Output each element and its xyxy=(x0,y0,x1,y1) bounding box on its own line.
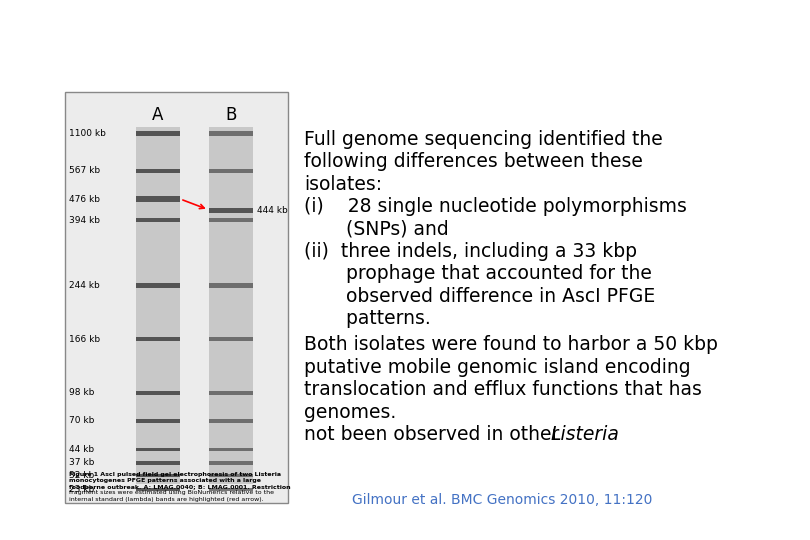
Text: fragment sizes were estimated using BioNumerics relative to the: fragment sizes were estimated using BioN… xyxy=(69,490,274,496)
Text: putative mobile genomic island encoding: putative mobile genomic island encoding xyxy=(304,357,690,377)
FancyBboxPatch shape xyxy=(136,474,180,477)
Text: 394 kb: 394 kb xyxy=(69,215,100,225)
FancyBboxPatch shape xyxy=(208,419,253,423)
Text: 23 kb: 23 kb xyxy=(69,485,94,494)
FancyBboxPatch shape xyxy=(136,196,180,202)
FancyBboxPatch shape xyxy=(65,92,288,503)
FancyBboxPatch shape xyxy=(136,461,180,464)
FancyBboxPatch shape xyxy=(136,419,180,423)
Text: (SNPs) and: (SNPs) and xyxy=(304,219,449,239)
Text: Cornell University: Cornell University xyxy=(126,17,286,35)
FancyBboxPatch shape xyxy=(136,337,180,341)
Text: observed difference in AscI PFGE: observed difference in AscI PFGE xyxy=(304,287,655,306)
Text: College of Agriculture and Life Sciences: College of Agriculture and Life Sciences xyxy=(126,44,430,58)
FancyBboxPatch shape xyxy=(208,337,253,341)
Text: 567 kb: 567 kb xyxy=(69,166,100,176)
Text: not been observed in other: not been observed in other xyxy=(304,425,565,444)
FancyBboxPatch shape xyxy=(136,448,180,451)
FancyBboxPatch shape xyxy=(208,126,253,484)
FancyBboxPatch shape xyxy=(208,474,253,477)
Text: 1100 kb: 1100 kb xyxy=(69,129,106,138)
FancyBboxPatch shape xyxy=(136,168,180,173)
Text: 98 kb: 98 kb xyxy=(69,388,94,397)
Text: isolates:: isolates: xyxy=(304,174,382,193)
FancyBboxPatch shape xyxy=(208,461,253,464)
FancyBboxPatch shape xyxy=(136,488,180,491)
Text: 70 kb: 70 kb xyxy=(69,416,94,426)
Text: 44 kb: 44 kb xyxy=(69,446,94,454)
Text: translocation and efflux functions that has: translocation and efflux functions that … xyxy=(304,380,701,399)
FancyBboxPatch shape xyxy=(136,131,180,137)
Text: 244 kb: 244 kb xyxy=(69,281,100,290)
Text: 166 kb: 166 kb xyxy=(69,335,100,343)
Text: following differences between these: following differences between these xyxy=(304,152,642,171)
FancyBboxPatch shape xyxy=(208,283,253,288)
FancyBboxPatch shape xyxy=(136,126,180,484)
Text: Listeria: Listeria xyxy=(551,425,620,444)
FancyBboxPatch shape xyxy=(136,283,180,288)
Text: patterns.: patterns. xyxy=(304,309,430,328)
Text: 37 kb: 37 kb xyxy=(69,458,94,468)
FancyBboxPatch shape xyxy=(136,218,180,222)
FancyBboxPatch shape xyxy=(136,391,180,395)
FancyBboxPatch shape xyxy=(208,168,253,173)
Text: internal standard (lambda) bands are highlighted (red arrow).: internal standard (lambda) bands are hig… xyxy=(69,497,263,502)
Text: monocytogenes PFGE patterns associated with a large: monocytogenes PFGE patterns associated w… xyxy=(69,478,261,483)
Text: B: B xyxy=(225,106,237,124)
FancyBboxPatch shape xyxy=(208,218,253,222)
Text: (ii)  three indels, including a 33 kbp: (ii) three indels, including a 33 kbp xyxy=(304,242,637,261)
Text: Full genome sequencing identified the: Full genome sequencing identified the xyxy=(304,130,663,148)
Text: 476 kb: 476 kb xyxy=(69,194,100,204)
Text: prophage that accounted for the: prophage that accounted for the xyxy=(304,264,651,284)
Text: ✦: ✦ xyxy=(58,43,64,52)
FancyArrowPatch shape xyxy=(183,200,204,208)
Text: Both isolates were found to harbor a 50 kbp: Both isolates were found to harbor a 50 … xyxy=(304,335,718,354)
Text: (i)    28 single nucleotide polymorphisms: (i) 28 single nucleotide polymorphisms xyxy=(304,197,687,216)
Text: genomes.: genomes. xyxy=(304,402,396,422)
FancyBboxPatch shape xyxy=(208,391,253,395)
Text: Gilmour et al. BMC Genomics 2010, 11:120: Gilmour et al. BMC Genomics 2010, 11:120 xyxy=(352,494,652,507)
Text: foodborne outbreak. A: LMAG.0040; B: LMAG.0001. Restriction: foodborne outbreak. A: LMAG.0040; B: LMA… xyxy=(69,484,291,489)
Text: Figure 1 AscI pulsed field gel electrophoresis of two Listeria: Figure 1 AscI pulsed field gel electroph… xyxy=(69,472,281,477)
FancyBboxPatch shape xyxy=(208,448,253,451)
Text: A: A xyxy=(152,106,164,124)
Text: ⊞: ⊞ xyxy=(53,19,68,37)
FancyBboxPatch shape xyxy=(208,131,253,137)
FancyBboxPatch shape xyxy=(208,208,253,213)
Text: 32 kb: 32 kb xyxy=(69,471,94,480)
FancyBboxPatch shape xyxy=(208,488,253,491)
Text: 444 kb: 444 kb xyxy=(257,206,288,215)
